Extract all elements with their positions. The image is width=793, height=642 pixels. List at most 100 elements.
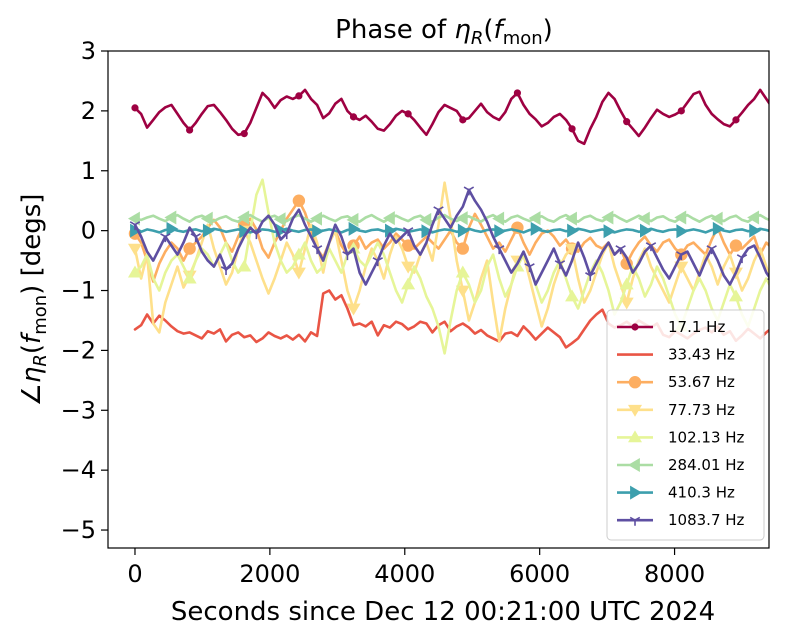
- ylabel-angle: ∠: [17, 383, 47, 406]
- data-point: [382, 211, 395, 226]
- y-tick-label: 0: [81, 217, 96, 245]
- data-point: [674, 261, 689, 274]
- legend-entry: 410.3 Hz: [617, 484, 735, 502]
- y-tick-label: −3: [61, 396, 96, 424]
- ylabel-sub-mon: mon: [30, 295, 51, 335]
- data-point: [239, 224, 252, 239]
- data-point: [348, 221, 361, 236]
- legend-marker: [628, 376, 642, 389]
- legend-marker: [630, 485, 642, 500]
- data-point: [182, 271, 197, 284]
- x-tick-label: 4000: [374, 560, 435, 588]
- legend-entry: 53.67 Hz: [617, 373, 735, 391]
- series-line-17-1-hz: [133, 88, 769, 146]
- data-point: [712, 221, 725, 236]
- data-point: [237, 259, 252, 272]
- y-tick-label: 2: [81, 97, 96, 125]
- data-point: [677, 107, 685, 115]
- series-line-77-73-hz: [133, 181, 769, 343]
- data-point: [349, 113, 358, 121]
- y-axis-label: ∠ηR(fmon) [degs]: [17, 194, 51, 407]
- y-tick-label: 3: [81, 37, 96, 65]
- data-point: [186, 126, 194, 134]
- data-point: [385, 223, 397, 238]
- x-axis-label: Seconds since Dec 12 00:21:00 UTC 2024: [171, 597, 715, 627]
- legend-entry: 33.43 Hz: [617, 346, 735, 364]
- legend-marker: [631, 323, 639, 331]
- data-point: [401, 239, 415, 252]
- data-point: [346, 212, 359, 227]
- x-tick-label: 2000: [239, 560, 300, 588]
- title-sub-mon: mon: [503, 28, 543, 49]
- legend-label: 1083.7 Hz: [668, 511, 745, 529]
- title-paren-close: ): [543, 15, 553, 45]
- chart-title: Phase of ηR(fmon): [335, 15, 553, 49]
- legend-marker: [628, 430, 642, 443]
- legend-marker: [628, 458, 640, 472]
- data-point: [568, 125, 576, 133]
- data-point: [419, 212, 432, 227]
- data-point: [166, 221, 179, 236]
- series-1083-7-hz: [129, 186, 769, 286]
- data-point: [639, 223, 652, 238]
- x-tick-label: 8000: [644, 560, 705, 588]
- data-point: [676, 251, 687, 261]
- y-tick-label: 1: [81, 157, 96, 185]
- title-prefix: Phase of: [335, 15, 454, 45]
- legend-label: 53.67 Hz: [668, 373, 735, 391]
- data-point: [676, 224, 689, 239]
- plot-area: [127, 88, 793, 355]
- data-point: [401, 277, 416, 290]
- x-axis-ticks: 0 2000 4000 6000 8000: [127, 548, 705, 588]
- series-line-53-67-hz: [133, 199, 769, 283]
- series-284-01-hz: [127, 210, 793, 227]
- data-point: [459, 116, 467, 124]
- legend-marker: [629, 516, 641, 526]
- data-point: [273, 212, 286, 227]
- data-point: [494, 224, 507, 239]
- data-point: [528, 211, 541, 226]
- series-line-33-43-hz: [133, 289, 769, 349]
- data-point: [160, 233, 171, 243]
- legend-label: 17.1 Hz: [668, 318, 725, 336]
- legend-items: 17.1 Hz 33.43 Hz 53.67 Hz 77.73 Hz 102.13 Hz…: [617, 318, 745, 529]
- data-point: [492, 211, 505, 226]
- data-point: [729, 239, 743, 252]
- data-point: [767, 278, 769, 281]
- data-point: [524, 263, 535, 273]
- data-point: [404, 110, 412, 118]
- data-point: [601, 210, 614, 225]
- title-sub-r: R: [471, 28, 484, 49]
- data-point: [164, 210, 177, 225]
- data-point: [130, 223, 142, 238]
- y-tick-label: −1: [61, 277, 96, 305]
- data-point: [619, 297, 634, 310]
- data-point: [372, 257, 383, 267]
- ylabel-eta: η: [17, 367, 47, 383]
- data-point: [784, 256, 793, 268]
- data-point: [645, 242, 657, 252]
- data-point: [346, 303, 361, 316]
- title-eta: η: [454, 15, 470, 45]
- data-point: [615, 245, 626, 255]
- ylabel-units: ) [degs]: [17, 194, 47, 295]
- data-point: [786, 224, 793, 238]
- ylabel-paren-open: (: [17, 344, 47, 354]
- y-axis-ticks: 3 2 1 0 −1 −2 −3 −4 −5: [61, 37, 108, 544]
- data-point: [342, 251, 353, 261]
- legend-label: 77.73 Hz: [668, 401, 735, 419]
- data-point: [281, 230, 292, 240]
- data-point: [463, 186, 475, 196]
- data-point: [220, 266, 232, 276]
- data-point: [402, 227, 414, 237]
- data-point: [457, 223, 470, 238]
- title-paren-open: (: [483, 15, 493, 45]
- series-410-3-hz: [130, 221, 793, 239]
- data-point: [494, 245, 505, 255]
- legend-entry: 17.1 Hz: [617, 318, 725, 336]
- data-point: [127, 265, 142, 278]
- legend-entry: 284.01 Hz: [617, 456, 745, 474]
- data-point: [530, 221, 543, 236]
- data-point: [784, 212, 793, 226]
- data-point: [565, 289, 580, 302]
